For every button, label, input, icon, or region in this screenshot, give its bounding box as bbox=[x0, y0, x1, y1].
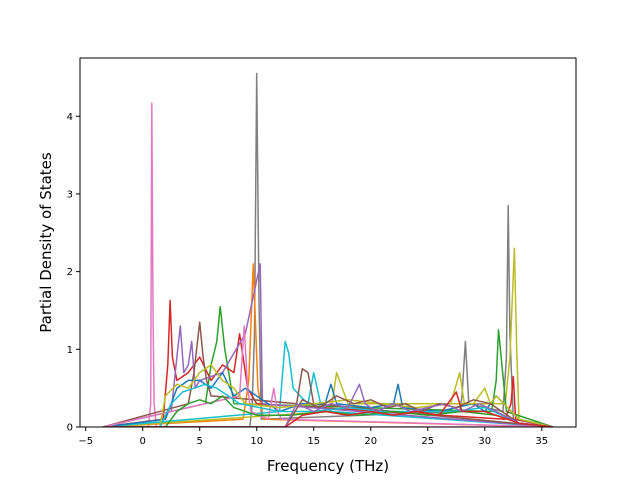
pdos-series-line-16 bbox=[102, 383, 554, 427]
x-axis-ticks: −5 0 5 10 15 20 25 30 35 bbox=[78, 427, 548, 447]
y-tick-label: 2 bbox=[67, 267, 73, 278]
plot-frame bbox=[79, 57, 577, 428]
x-tick-label: 20 bbox=[364, 436, 377, 447]
y-tick-label: 0 bbox=[67, 423, 73, 434]
x-tick-label: 25 bbox=[421, 436, 434, 447]
pdos-series-line-17 bbox=[102, 391, 554, 427]
pdos-series-line-3 bbox=[102, 263, 554, 427]
y-axis-label: Partial Density of States bbox=[37, 152, 55, 333]
y-tick-label: 1 bbox=[67, 345, 73, 356]
series-layer bbox=[102, 72, 554, 427]
x-tick-label: 5 bbox=[197, 436, 203, 447]
pdos-series-line-9 bbox=[102, 321, 554, 427]
x-tick-label: 30 bbox=[478, 436, 491, 447]
x-tick-label: 35 bbox=[535, 436, 548, 447]
x-tick-label: −5 bbox=[78, 436, 93, 447]
y-axis-ticks: 0 1 2 3 4 bbox=[67, 112, 80, 434]
x-tick-label: 10 bbox=[250, 436, 263, 447]
pdos-series-line-13 bbox=[102, 383, 554, 427]
y-tick-label: 3 bbox=[67, 189, 73, 200]
x-axis-label: Frequency (THz) bbox=[267, 457, 389, 475]
x-tick-label: 15 bbox=[307, 436, 320, 447]
pdos-series-line-2 bbox=[102, 72, 554, 427]
pdos-series-line-8 bbox=[102, 263, 554, 427]
pdos-series-line-7 bbox=[102, 299, 554, 427]
pdos-series-line-12 bbox=[102, 364, 554, 427]
x-tick-label: 0 bbox=[140, 436, 146, 447]
y-tick-label: 4 bbox=[67, 112, 73, 123]
